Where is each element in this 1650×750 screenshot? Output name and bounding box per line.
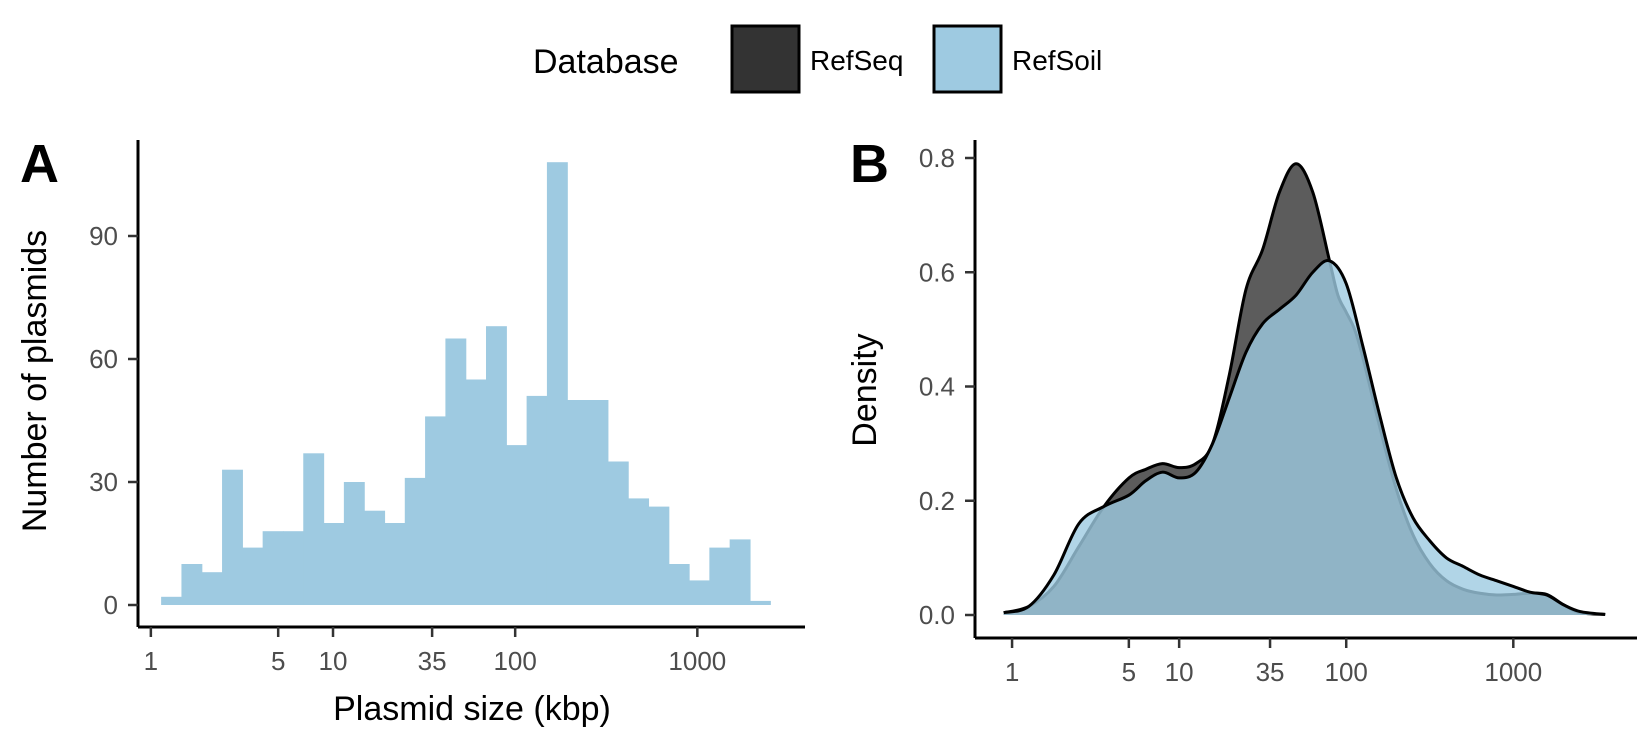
legend: Database RefSeq RefSoil — [533, 24, 1102, 94]
histogram-bar — [506, 445, 528, 605]
legend-swatch-refseq — [730, 24, 801, 94]
y-tick-label: 90 — [89, 221, 118, 251]
panel-a-tag: A — [20, 134, 59, 194]
panel-b-x-ticks: 1 5 10 35 100 1000 — [1005, 638, 1542, 687]
histogram-bar — [628, 498, 650, 605]
histogram-bar — [181, 564, 203, 605]
x-tick-label: 100 — [1325, 657, 1368, 687]
histogram-bar — [465, 379, 487, 605]
density-areas — [1003, 162, 1606, 616]
density-area-refsoil — [1003, 260, 1606, 615]
panel-b: B 0.0 0.2 0.4 0.6 0.8 1 5 10 35 100 1000 Density — [846, 134, 1637, 687]
histogram-bar — [607, 461, 629, 605]
y-tick-label: 0.0 — [919, 600, 955, 630]
histogram-bar — [567, 400, 589, 605]
histogram-bar — [343, 482, 365, 605]
x-tick-label: 35 — [418, 646, 447, 676]
histogram-bar — [404, 477, 426, 605]
histogram-bar — [282, 531, 304, 605]
histogram-bar — [323, 523, 345, 605]
y-tick-label: 0.8 — [919, 143, 955, 173]
x-tick-label: 10 — [1165, 657, 1194, 687]
histogram-bar — [709, 547, 731, 605]
legend-title: Database — [533, 43, 679, 81]
histogram-bar — [445, 338, 467, 605]
histogram-bar — [587, 400, 609, 605]
panel-a-x-ticks: 1 5 10 35 100 1000 — [144, 627, 726, 676]
histogram-bar — [668, 564, 690, 605]
x-tick-label: 100 — [493, 646, 536, 676]
x-tick-label: 1 — [1005, 657, 1019, 687]
histogram-bar — [242, 547, 264, 605]
histogram-bar — [303, 453, 325, 605]
panel-b-tag: B — [850, 134, 889, 194]
histogram-bar — [384, 523, 406, 605]
histogram-bar — [526, 395, 548, 605]
histogram-bar — [262, 531, 284, 605]
y-tick-label: 0.2 — [919, 486, 955, 516]
y-tick-label: 0.6 — [919, 257, 955, 287]
histogram-bar — [729, 539, 751, 605]
x-tick-label: 35 — [1256, 657, 1285, 687]
x-tick-label: 1000 — [1484, 657, 1542, 687]
histogram-bar — [648, 506, 670, 605]
histogram-bar — [425, 416, 446, 605]
x-tick-label: 10 — [319, 646, 348, 676]
legend-label-refsoil: RefSoil — [1012, 45, 1102, 76]
histogram-bar — [201, 572, 223, 605]
legend-label-refseq: RefSeq — [810, 45, 903, 76]
x-tick-label: 5 — [1122, 657, 1136, 687]
panel-a-y-axis-title: Number of plasmids — [16, 230, 54, 532]
histogram-bar — [222, 469, 243, 605]
y-tick-label: 30 — [89, 467, 118, 497]
histogram-bar — [546, 162, 568, 605]
panel-b-y-ticks: 0.0 0.2 0.4 0.6 0.8 — [919, 143, 975, 630]
histogram-bar — [161, 596, 183, 605]
panel-a-x-axis-title: Plasmid size (kbp) — [333, 690, 611, 728]
x-tick-label: 1000 — [668, 646, 726, 676]
x-tick-label: 5 — [271, 646, 285, 676]
y-tick-label: 0.4 — [919, 372, 955, 402]
histogram-bar — [486, 326, 507, 605]
panel-a: A 0 30 60 90 1 5 10 35 100 1000 Plasmid size (kb… — [16, 134, 805, 728]
histogram-bar — [689, 580, 710, 605]
density-line-refsoil — [1003, 259, 1606, 616]
histogram-bars — [161, 162, 771, 605]
panel-a-y-ticks: 0 30 60 90 — [89, 221, 138, 620]
histogram-bar — [364, 510, 386, 605]
panel-b-y-axis-title: Density — [846, 333, 884, 446]
y-tick-label: 0 — [104, 590, 118, 620]
y-tick-label: 60 — [89, 344, 118, 374]
x-tick-label: 1 — [144, 646, 158, 676]
legend-swatch-refsoil — [932, 24, 1003, 94]
histogram-bar — [749, 600, 771, 605]
